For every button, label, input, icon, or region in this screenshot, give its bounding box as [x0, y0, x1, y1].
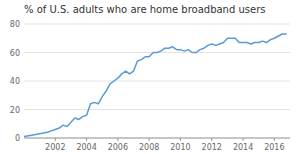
y-tick-label: 20 [10, 106, 20, 115]
x-axis-line [24, 138, 290, 139]
x-tick [86, 138, 87, 141]
grid-line [24, 24, 290, 25]
y-tick-label: 40 [10, 77, 20, 86]
x-tick-label: 2006 [108, 143, 128, 152]
x-tick-label: 2012 [202, 143, 222, 152]
x-tick [180, 138, 181, 141]
y-tick-label: 0 [15, 134, 20, 143]
x-tick [117, 138, 118, 141]
x-tick-label: 2016 [264, 143, 284, 152]
x-tick [243, 138, 244, 141]
x-tick [149, 138, 150, 141]
grid-line [24, 138, 290, 139]
x-tick [55, 138, 56, 141]
x-tick-label: 2004 [76, 143, 96, 152]
x-tick [274, 138, 275, 141]
chart-container: % of U.S. adults who are home broadband … [0, 0, 300, 154]
x-tick [211, 138, 212, 141]
title: % of U.S. adults who are home broadband … [24, 4, 266, 15]
y-tick-label: 60 [10, 49, 20, 58]
x-tick-label: 2010 [170, 143, 190, 152]
y-tick-label: 80 [10, 20, 20, 29]
line [24, 34, 286, 137]
grid-line [24, 109, 290, 110]
x-tick-label: 2014 [233, 143, 253, 152]
plot-area [24, 34, 286, 137]
y-grid [24, 24, 290, 138]
x-tick-label: 2002 [45, 143, 65, 152]
x-tick-label: 2008 [139, 143, 159, 152]
grid-line [24, 81, 290, 82]
chart: % of U.S. adults who are home broadband … [0, 0, 300, 154]
